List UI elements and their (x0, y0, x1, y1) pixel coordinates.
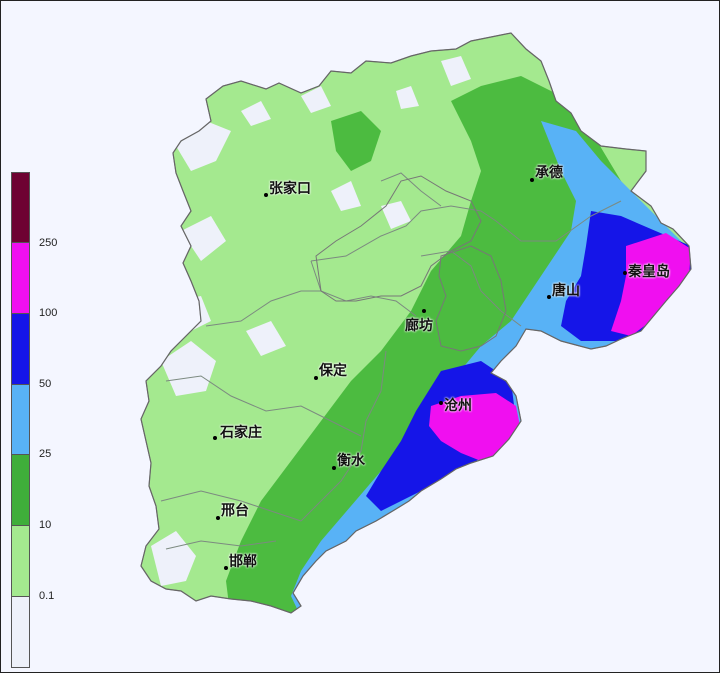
no-rain-patches (151, 56, 471, 586)
legend-label-250: 250 (39, 237, 58, 249)
legend-swatch-250-plus (11, 172, 30, 243)
beijing-outline (315, 175, 482, 302)
rain-patch-north (331, 111, 381, 171)
city-dot-zhangjiakou (264, 193, 268, 197)
legend-swatch-none (11, 596, 30, 668)
city-label-zhangjiakou: 张家口 (269, 181, 311, 197)
legend-swatch-01-10 (11, 525, 30, 597)
city-dot-qinhuangdao (623, 271, 627, 275)
province-outline (140, 32, 692, 614)
city-dot-tangshan (547, 295, 551, 299)
city-label-chengde: 承德 (535, 165, 563, 181)
prefecture-borders (160, 172, 622, 550)
legend-swatch-10-25 (11, 454, 30, 526)
rain-band-100-250-cangzhou (429, 393, 521, 461)
city-dot-hengshui (332, 466, 336, 470)
city-dot-baoding (314, 376, 318, 380)
city-dot-cangzhou (439, 401, 443, 405)
city-label-qinhuangdao: 秦皇岛 (628, 264, 670, 280)
rain-band-100-250-qinhuangdao (611, 233, 691, 336)
city-dot-chengde (530, 178, 534, 182)
legend-swatch-50-100 (11, 313, 30, 385)
city-dot-langfang (422, 309, 426, 313)
tianjin-outline (435, 245, 507, 352)
legend-label-0.1: 0.1 (39, 590, 55, 602)
city-dot-shijiazhuang (213, 436, 217, 440)
city-label-hengshui: 衡水 (337, 453, 365, 469)
legend-swatch-25-50 (11, 384, 30, 455)
legend-swatch-100-250 (11, 242, 30, 314)
city-dot-handan (224, 566, 228, 570)
legend-label-50: 50 (39, 378, 52, 390)
city-label-langfang: 廊坊 (405, 318, 433, 334)
legend-label-25: 25 (39, 448, 52, 460)
city-label-tangshan: 唐山 (552, 283, 580, 299)
city-label-shijiazhuang: 石家庄 (220, 425, 262, 441)
legend-label-10: 10 (39, 519, 52, 531)
city-label-cangzhou: 沧州 (444, 398, 472, 414)
city-label-handan: 邯郸 (229, 554, 257, 570)
city-label-baoding: 保定 (319, 363, 347, 379)
city-label-xingtai: 邢台 (221, 503, 249, 519)
city-dot-xingtai (216, 516, 220, 520)
legend-label-100: 100 (39, 307, 58, 319)
